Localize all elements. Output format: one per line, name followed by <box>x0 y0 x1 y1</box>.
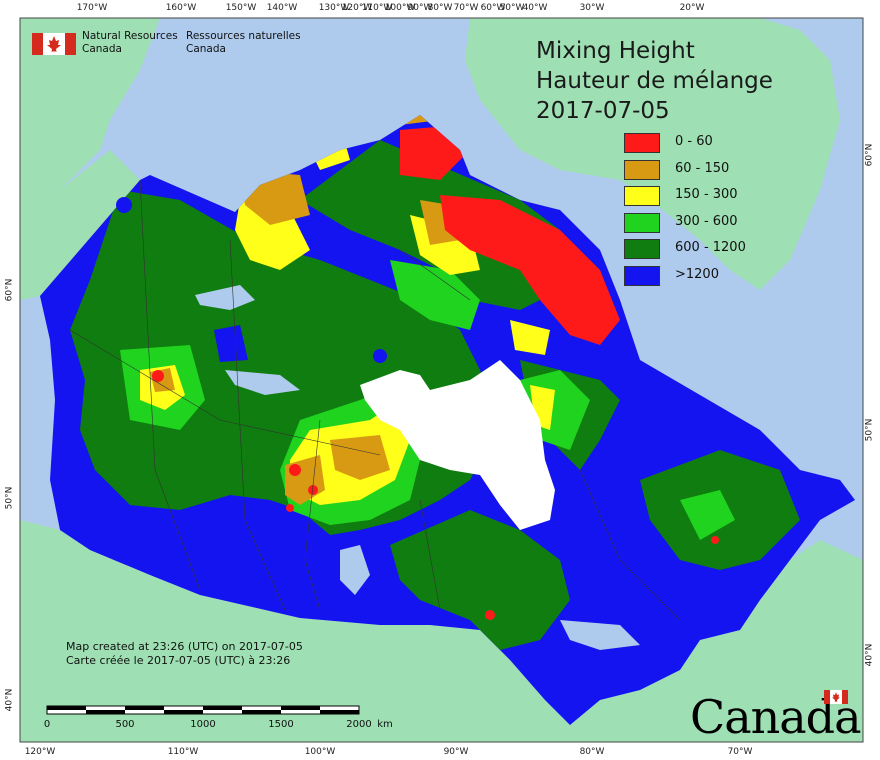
agency-en-line2: Canada <box>82 43 122 55</box>
zone-0-60-bc-spot <box>152 370 164 382</box>
tick-bottom-110w: 110°W <box>167 747 199 757</box>
hudson-bay <box>360 360 555 530</box>
scale-bar-graphic <box>46 705 360 715</box>
lake-zone-blue <box>214 325 248 362</box>
blue-spot-arctic <box>373 349 387 363</box>
zone-150-300-hudson <box>510 320 550 355</box>
zone-300-600-east <box>680 490 735 540</box>
zone-600-1200-south <box>390 510 570 650</box>
title-french: Hauteur de mélange <box>536 68 773 94</box>
great-lakes <box>560 620 640 650</box>
wordmark-flag-icon <box>824 690 848 704</box>
zone-0-60-prairie-spot-2 <box>308 485 318 495</box>
legend-swatch <box>624 265 660 286</box>
zone-0-60-prairie-spot-3 <box>286 504 294 512</box>
legend-swatch <box>624 239 660 259</box>
scale-label-0: 0 <box>43 719 51 730</box>
tick-top-110w: 110°W <box>361 3 393 13</box>
legend-label: >1200 <box>675 266 719 282</box>
agency-fr-line1: Ressources naturelles <box>186 30 301 42</box>
tick-top-160w: 160°W <box>165 3 197 13</box>
zone-60-150-prairies-1 <box>330 435 390 480</box>
credit-french: Carte créée le 2017-07-05 (UTC) à 23:26 <box>66 654 291 667</box>
great-slave-lake <box>225 370 300 395</box>
blue-spot-yukon <box>116 197 132 213</box>
zone-0-60-ontario-spot <box>485 610 495 620</box>
alaska-land <box>20 18 160 250</box>
legend-label: 300 - 600 <box>675 213 738 229</box>
scale-label-500: 500 <box>115 719 135 730</box>
tick-top-70w: 70°W <box>453 3 479 13</box>
scale-unit: km <box>377 719 393 730</box>
scale-label-2000: 2000 <box>346 719 372 730</box>
tick-left-50n: 50°N <box>4 486 15 510</box>
alaska-land-2 <box>20 150 140 300</box>
tick-top-130w: 130°W <box>318 3 350 13</box>
tick-top-150w: 150°W <box>225 3 257 13</box>
tick-bottom-100w: 100°W <box>304 747 336 757</box>
tick-right-40n: 40°N <box>864 643 875 667</box>
tick-top-40w: 40°W <box>522 3 548 13</box>
great-bear-lake <box>195 285 255 310</box>
tick-top-80w: 80°W <box>427 3 453 13</box>
zone-300-600-arctic <box>390 260 480 330</box>
legend-swatch <box>624 212 660 233</box>
canada-flag-icon <box>32 33 76 55</box>
legend-swatch <box>624 159 660 180</box>
zone-0-60-baffin <box>440 195 620 345</box>
credit-english: Map created at 23:26 (UTC) on 2017-07-05 <box>66 640 303 653</box>
tick-top-20w: 20°W <box>679 3 705 13</box>
legend-label: 600 - 1200 <box>675 240 746 255</box>
agency-fr-line2: Canada <box>186 43 226 55</box>
tick-top-50w: 50°W <box>499 3 525 13</box>
title-english: Mixing Height <box>536 38 695 64</box>
scale-label-1500: 1500 <box>268 719 294 730</box>
legend-swatch <box>624 133 660 153</box>
map-credit: Map created at 23:26 (UTC) on 2017-07-05… <box>66 640 303 668</box>
province-boundaries <box>69 179 681 621</box>
tick-bottom-80w: 80°W <box>579 747 605 757</box>
map-border <box>19 17 864 743</box>
agency-en-line1: Natural Resources <box>82 30 178 42</box>
tick-bottom-120w: 120°W <box>24 747 56 757</box>
tick-top-90w: 90°W <box>407 3 433 13</box>
tick-right-60n: 60°N <box>864 143 875 167</box>
tick-left-40n: 40°N <box>4 688 15 712</box>
tick-left-60n: 60°N <box>4 278 15 302</box>
title-date: 2017-07-05 <box>536 98 670 124</box>
tick-top-30w: 30°W <box>579 3 605 13</box>
zone-0-60-east-spot <box>711 536 719 544</box>
map-title: Mixing Height Hauteur de mélange 2017-07… <box>536 36 773 126</box>
legend-label: 150 - 300 <box>675 187 738 202</box>
tick-top-60w: 60°W <box>480 3 506 13</box>
usa-land <box>20 520 863 742</box>
legend-swatch <box>624 186 660 206</box>
legend-label: 0 - 60 <box>675 134 713 149</box>
tick-top-100w: 100°W <box>384 3 416 13</box>
tick-bottom-90w: 90°W <box>443 747 469 757</box>
tick-top-170w: 170°W <box>76 3 108 13</box>
zone-0-60-prairie-spot-1 <box>289 464 301 476</box>
scale-bar: 0 500 1000 1500 2000 km <box>43 703 393 733</box>
tick-right-50n: 50°N <box>864 418 875 442</box>
legend-label: 60 - 150 <box>675 160 730 176</box>
tick-top-140w: 140°W <box>266 3 298 13</box>
greenland-land <box>465 18 840 290</box>
scale-label-1000: 1000 <box>190 719 216 730</box>
tick-bottom-70w: 70°W <box>727 747 753 757</box>
tick-top-120w: 120°W <box>341 3 373 13</box>
lake-winnipeg <box>340 545 370 595</box>
